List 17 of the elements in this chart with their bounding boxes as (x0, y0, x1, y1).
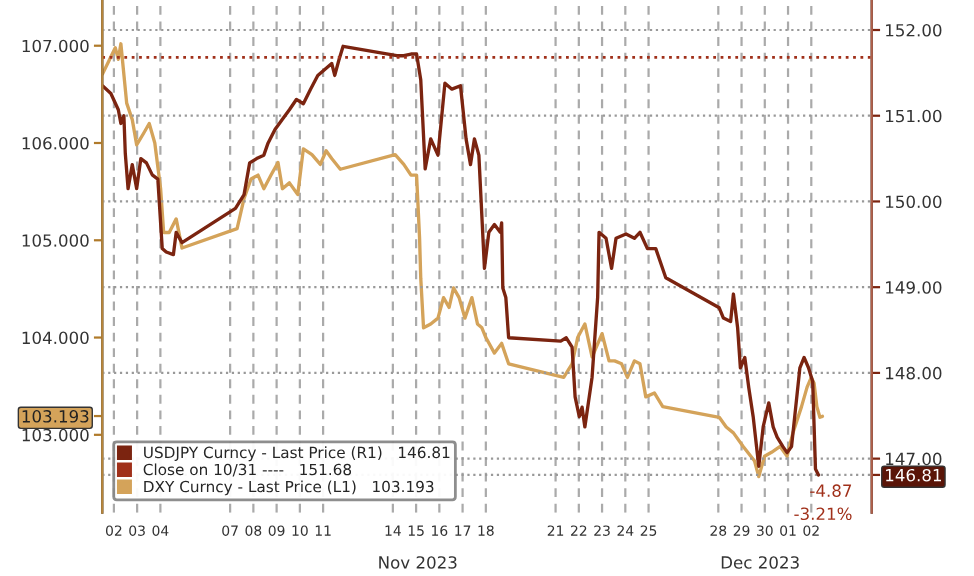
y-tick-label: 106.000 (22, 136, 89, 150)
y2-tick-label: 152.00 (886, 23, 942, 37)
y2-tick-label: 146.81 (886, 468, 942, 482)
annotation: -4.87 (810, 484, 852, 497)
y-tick-label: 103.193 (22, 410, 89, 423)
y-tick-label: 107.000 (22, 39, 89, 53)
text: Dec 2023 (721, 556, 799, 569)
y-tick-label: 104.000 (22, 331, 89, 345)
text: Nov 2023 (379, 556, 457, 569)
y2-tick-label: 147.00 (886, 452, 942, 466)
y-tick-label: 103.000 (22, 428, 89, 442)
y2-tick-label: 151.00 (886, 109, 942, 123)
annotation: -3.21% (794, 507, 852, 521)
y2-tick-label: 149.00 (886, 281, 942, 294)
y-tick-label: 105.000 (22, 234, 89, 247)
y2-tick-label: 148.00 (886, 366, 942, 380)
y2-tick-label: 150.00 (886, 195, 942, 209)
